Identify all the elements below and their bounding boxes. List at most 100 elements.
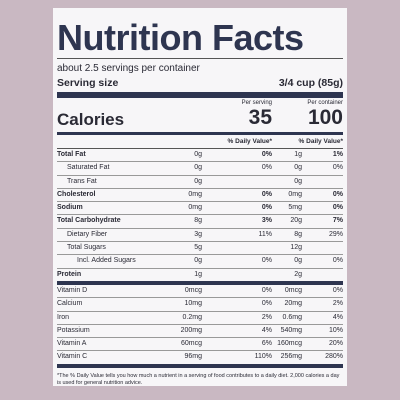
- rule: [57, 58, 343, 59]
- nutrient-row: Dietary Fiber 3g 11% 8g 29%: [57, 229, 343, 243]
- cell-container: 20mg: [284, 300, 302, 308]
- nutrient-row: Potassium 200mg 4% 540mg 10%: [57, 325, 343, 339]
- nutrient-row: Sodium 0mg 0% 5mg 0%: [57, 202, 343, 216]
- cell-serving: 0g: [194, 151, 202, 158]
- calories-container: 100: [307, 106, 343, 129]
- cell-container: 5mg: [288, 204, 302, 212]
- cell-name: Total Carbohydrate: [57, 217, 121, 225]
- cell-name: Protein: [57, 270, 82, 278]
- servings: about 2.5 servings per container: [57, 63, 200, 74]
- cell-container: 256mg: [280, 353, 302, 361]
- cell-serving-dv: 11%: [258, 230, 273, 238]
- cell-serving: 10mg: [184, 300, 202, 308]
- cell-name: Vitamin C: [57, 353, 88, 361]
- cell-container-dv: 0%: [332, 286, 343, 294]
- cell-container-dv: 7%: [332, 217, 343, 225]
- cell-serving-dv: [202, 176, 272, 188]
- serving-size-value: 3/4 cup (85g): [278, 77, 343, 89]
- cell-name: Cholesterol: [57, 190, 96, 198]
- cell-serving-dv: [202, 242, 272, 254]
- cell-container: 0.6mg: [282, 313, 302, 321]
- cell-container: 160mcg: [277, 340, 302, 348]
- per-container: Per container: [307, 100, 343, 106]
- cell-container: 12g: [290, 244, 302, 252]
- calories: Calories 35 100: [57, 106, 343, 135]
- cell-serving: 1g: [194, 270, 202, 278]
- cell-container-dv: 2%: [332, 300, 343, 308]
- cell-container-dv: 1%: [332, 151, 343, 158]
- cell-container-dv: 0%: [332, 204, 343, 212]
- cell-serving-dv: 0%: [261, 151, 272, 158]
- cell-name: Calcium: [57, 300, 83, 308]
- nutrient-rows: Total Fat 0g 0% 1g 1% Saturated Fat 0g 0% 0g 0% Tr…: [57, 149, 343, 368]
- cell-container: 0g: [294, 177, 302, 185]
- per-header: Per serving Per container: [57, 100, 343, 106]
- cell-container-dv: [302, 242, 343, 254]
- cell-container-dv: 0%: [332, 164, 343, 172]
- cell-name: Dietary Fiber: [67, 230, 108, 238]
- nutrient-row: Cholesterol 0mg 0% 0mg 0%: [57, 189, 343, 203]
- cell-serving-dv: 110%: [254, 353, 272, 361]
- cell-serving-dv: 0%: [261, 190, 272, 198]
- cell-serving: 0mg: [188, 190, 202, 198]
- nutrient-row: Iron 0.2mg 2% 0.6mg 4%: [57, 312, 343, 325]
- cell-container: 0g: [294, 164, 302, 172]
- cell-serving-dv: 0%: [261, 257, 272, 265]
- nutrient-row: Total Sugars 5g 12g: [57, 242, 343, 256]
- dv-serving: % Daily Value*: [227, 138, 272, 145]
- nutrient-row: Total Fat 0g 0% 1g 1%: [57, 149, 343, 163]
- nutrient-row: Trans Fat 0g 0g: [57, 176, 343, 189]
- dv-header: % Daily Value* % Daily Value*: [57, 135, 343, 149]
- per-serving: Per serving: [241, 100, 272, 106]
- cell-name: Incl. Added Sugars: [77, 257, 136, 265]
- cell-serving: 3g: [194, 230, 202, 238]
- cell-serving: 0g: [194, 177, 202, 185]
- cell-serving-dv: [202, 269, 272, 281]
- cell-container: 0g: [294, 257, 302, 265]
- nutrition-label: Nutrition Facts about 2.5 servings per c…: [53, 8, 347, 386]
- cell-serving: 5g: [194, 244, 202, 252]
- cell-name: Total Fat: [57, 151, 86, 158]
- nutrient-row: Calcium 10mg 0% 20mg 2%: [57, 298, 343, 312]
- cell-container: 1g: [294, 151, 302, 158]
- cell-serving: 96mg: [184, 353, 202, 361]
- cell-serving-dv: 0%: [261, 300, 272, 308]
- cell-name: Trans Fat: [67, 177, 97, 185]
- title: Nutrition Facts: [57, 17, 304, 58]
- cell-container-dv: 20%: [328, 340, 343, 348]
- calories-serving: 35: [248, 106, 272, 129]
- cell-container: 0mg: [288, 190, 302, 198]
- cell-container: 540mg: [280, 326, 302, 334]
- cell-container-dv: 10%: [328, 326, 343, 334]
- cell-serving: 200mg: [180, 326, 202, 334]
- cell-container-dv: 280%: [325, 353, 343, 361]
- nutrient-row: Protein 1g 2g: [57, 269, 343, 285]
- cell-name: Vitamin D: [57, 286, 88, 294]
- cell-serving: 8g: [194, 217, 202, 225]
- nutrient-row: Vitamin D 0mcg 0% 0mcg 0%: [57, 285, 343, 299]
- nutrient-row: Vitamin A 60mcg 6% 160mcg 20%: [57, 338, 343, 352]
- nutrient-row: Incl. Added Sugars 0g 0% 0g 0%: [57, 255, 343, 269]
- cell-serving-dv: 2%: [261, 313, 272, 321]
- calories-label: Calories: [57, 110, 125, 129]
- cell-name: Sodium: [57, 204, 83, 212]
- cell-container: 20g: [290, 217, 302, 225]
- cell-container-dv: [302, 269, 343, 281]
- cell-container: 2g: [294, 270, 302, 278]
- cell-serving: 60mcg: [180, 340, 202, 348]
- nutrient-row: Vitamin C 96mg 110% 256mg 280%: [57, 351, 343, 368]
- cell-serving-dv: 0%: [261, 286, 272, 294]
- serving-size-label: Serving size: [57, 77, 119, 89]
- cell-serving-dv: 0%: [261, 204, 272, 212]
- cell-serving-dv: 0%: [261, 164, 272, 172]
- cell-serving: 0mcg: [184, 286, 202, 294]
- cell-serving-dv: 3%: [261, 217, 272, 225]
- cell-container-dv: 29%: [328, 230, 343, 238]
- serving-size: Serving size 3/4 cup (85g): [57, 77, 343, 98]
- dv-container: % Daily Value*: [298, 138, 343, 145]
- cell-container-dv: 0%: [332, 257, 343, 265]
- cell-serving: 0g: [194, 164, 202, 172]
- cell-name: Vitamin A: [57, 340, 87, 348]
- cell-serving-dv: 4%: [261, 326, 272, 334]
